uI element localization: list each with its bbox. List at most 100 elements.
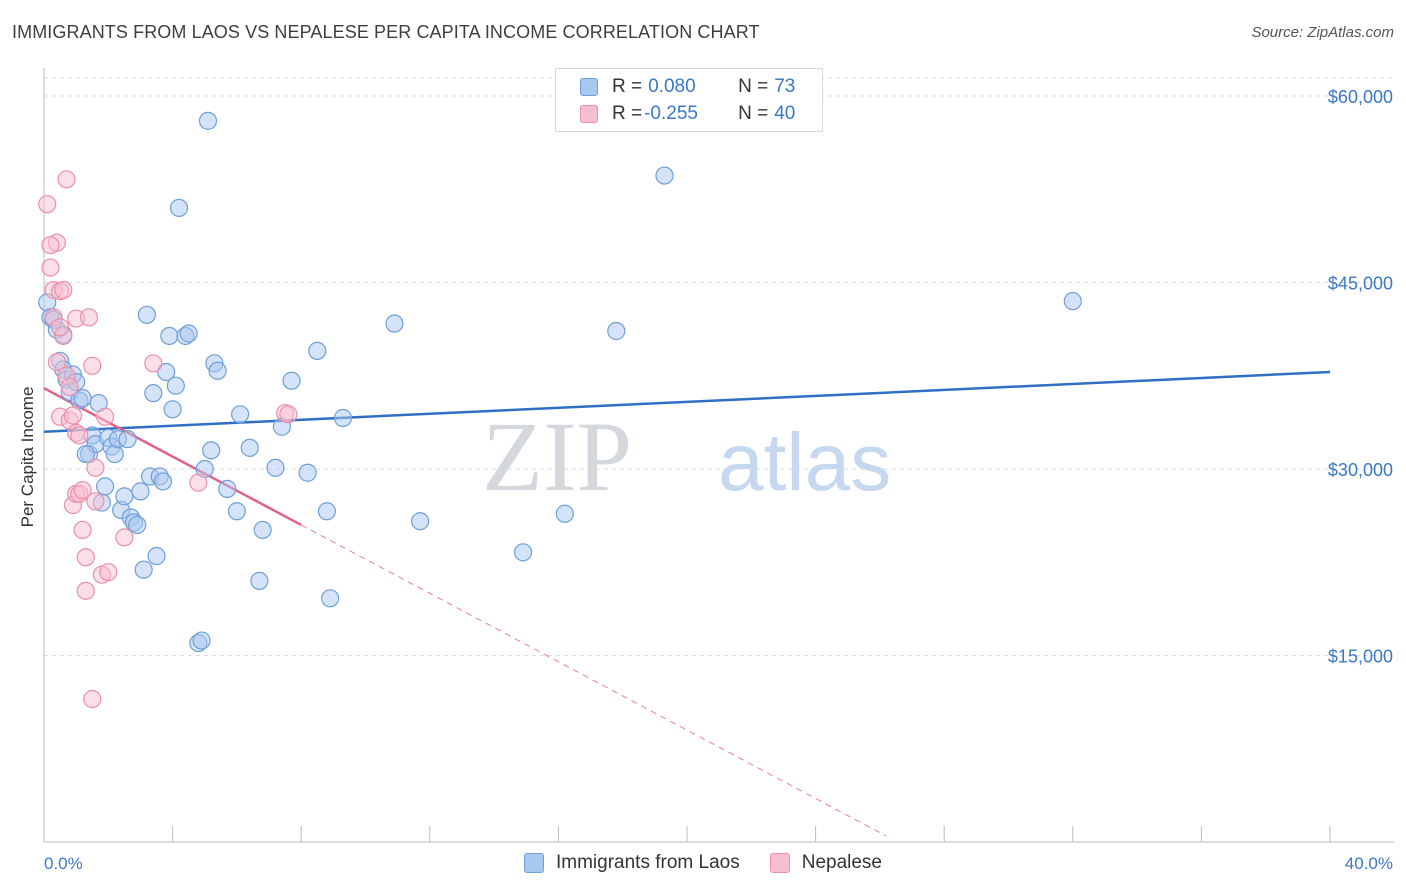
nepal-point: [73, 520, 92, 540]
nepal-point: [83, 689, 102, 709]
laos-point: [555, 504, 574, 523]
legend-r-value: -0.255: [644, 103, 698, 124]
x-tick-label: 0.0%: [44, 854, 83, 873]
source-note: Source: ZipAtlas.com: [1251, 24, 1394, 41]
nepal-point: [189, 473, 208, 492]
legend-item-laos[interactable]: Immigrants from Laos: [523, 852, 740, 874]
nepal-point: [41, 258, 60, 277]
laos-point: [250, 571, 269, 591]
laos-point: [179, 324, 198, 343]
nepal-trend-extension: [300, 524, 887, 837]
y-tick-label: $45,000: [1328, 274, 1393, 294]
nepal-point: [47, 352, 66, 372]
laos-swatch: [523, 853, 544, 873]
nepal-point: [76, 548, 95, 567]
nepal-point: [73, 481, 92, 500]
nepal-point: [144, 354, 163, 373]
laos-point: [163, 400, 182, 419]
laos-point: [607, 321, 626, 341]
laos-point: [231, 405, 250, 424]
laos-point: [134, 560, 153, 579]
laos-point: [153, 472, 173, 491]
laos-point: [218, 479, 237, 498]
laos-point: [128, 515, 147, 535]
nepal-point: [83, 356, 102, 375]
legend-r-value: 0.080: [648, 76, 696, 97]
nepal-swatch: [580, 105, 598, 123]
laos-point: [655, 166, 674, 185]
laos-point: [131, 482, 150, 501]
laos-point: [105, 444, 124, 464]
y-tick-label: $15,000: [1328, 647, 1393, 667]
nepal-point: [86, 458, 105, 477]
legend-label-nepal: Nepalese: [801, 852, 882, 873]
trend-lines: [43, 370, 1331, 837]
y-tick-label: $30,000: [1328, 460, 1393, 480]
nepal-point: [38, 195, 57, 214]
laos-point: [202, 441, 221, 460]
chart-title: IMMIGRANTS FROM LAOS VS NEPALESE PER CAP…: [12, 22, 760, 42]
laos-point: [118, 430, 137, 449]
laos-point: [208, 361, 227, 380]
stats-legend: R = 0.080 N = 73 R = -0.255 N = 40: [555, 68, 823, 132]
laos-point: [198, 111, 218, 130]
nepal-point: [76, 581, 95, 600]
legend-item-nepal[interactable]: Nepalese: [769, 852, 882, 874]
laos-point: [144, 384, 163, 403]
legend-r-label: R =: [612, 76, 643, 97]
laos-point: [253, 520, 272, 540]
laos-point: [317, 502, 337, 521]
laos-point: [321, 589, 340, 608]
laos-point: [266, 458, 285, 477]
data-points: [38, 111, 1082, 709]
legend-n-label: N =: [738, 76, 769, 97]
laos-point: [192, 631, 211, 650]
nepal-point: [54, 280, 73, 300]
laos-point: [115, 487, 134, 506]
laos-point: [240, 438, 259, 457]
y-tick-label: $60,000: [1328, 87, 1393, 107]
nepal-point: [279, 405, 298, 424]
nepal-point: [95, 407, 115, 426]
nepal-point: [63, 406, 83, 425]
legend-row-nepal: R = -0.255 N = 40: [580, 101, 795, 127]
nepal-trend-line: [43, 387, 302, 527]
nepal-point: [57, 170, 76, 189]
laos-point: [308, 341, 327, 360]
legend-n-label: N =: [738, 103, 769, 124]
nepal-point: [50, 318, 70, 337]
legend-n-value: 73: [774, 76, 796, 97]
laos-swatch: [580, 78, 598, 96]
nepal-point: [70, 426, 89, 445]
laos-point: [411, 512, 430, 531]
laos-point: [95, 477, 115, 496]
y-axis-label: Per Capita Income: [18, 387, 37, 528]
gridlines: [44, 77, 1394, 656]
laos-point: [385, 314, 404, 333]
laos-point: [137, 305, 156, 324]
legend-label-laos: Immigrants from Laos: [555, 852, 740, 873]
nepal-point: [60, 377, 79, 397]
laos-point: [513, 543, 533, 562]
legend-n-value: 40: [774, 103, 796, 124]
laos-point: [76, 444, 95, 464]
watermark-zip: ZIP: [482, 401, 632, 512]
laos-trend-line: [43, 370, 1331, 433]
laos-point: [157, 362, 176, 382]
nepal-point: [86, 492, 105, 511]
watermark: ZIP atlas: [482, 401, 891, 512]
nepal-point: [41, 236, 60, 255]
laos-point: [227, 502, 246, 521]
laos-point: [147, 546, 166, 566]
laos-point: [169, 198, 189, 217]
x-tick-label: 40.0%: [1345, 854, 1393, 873]
nepal-point: [99, 563, 118, 582]
tick-labels: $15,000 $30,000 $45,000 $60,000 0.0% 40.0%: [44, 87, 1393, 873]
nepal-swatch: [769, 853, 790, 873]
laos-point: [1063, 292, 1082, 311]
laos-point: [298, 463, 317, 482]
legend-row-laos: R = 0.080 N = 73: [580, 74, 795, 100]
laos-point: [160, 326, 179, 346]
laos-point: [333, 408, 353, 428]
